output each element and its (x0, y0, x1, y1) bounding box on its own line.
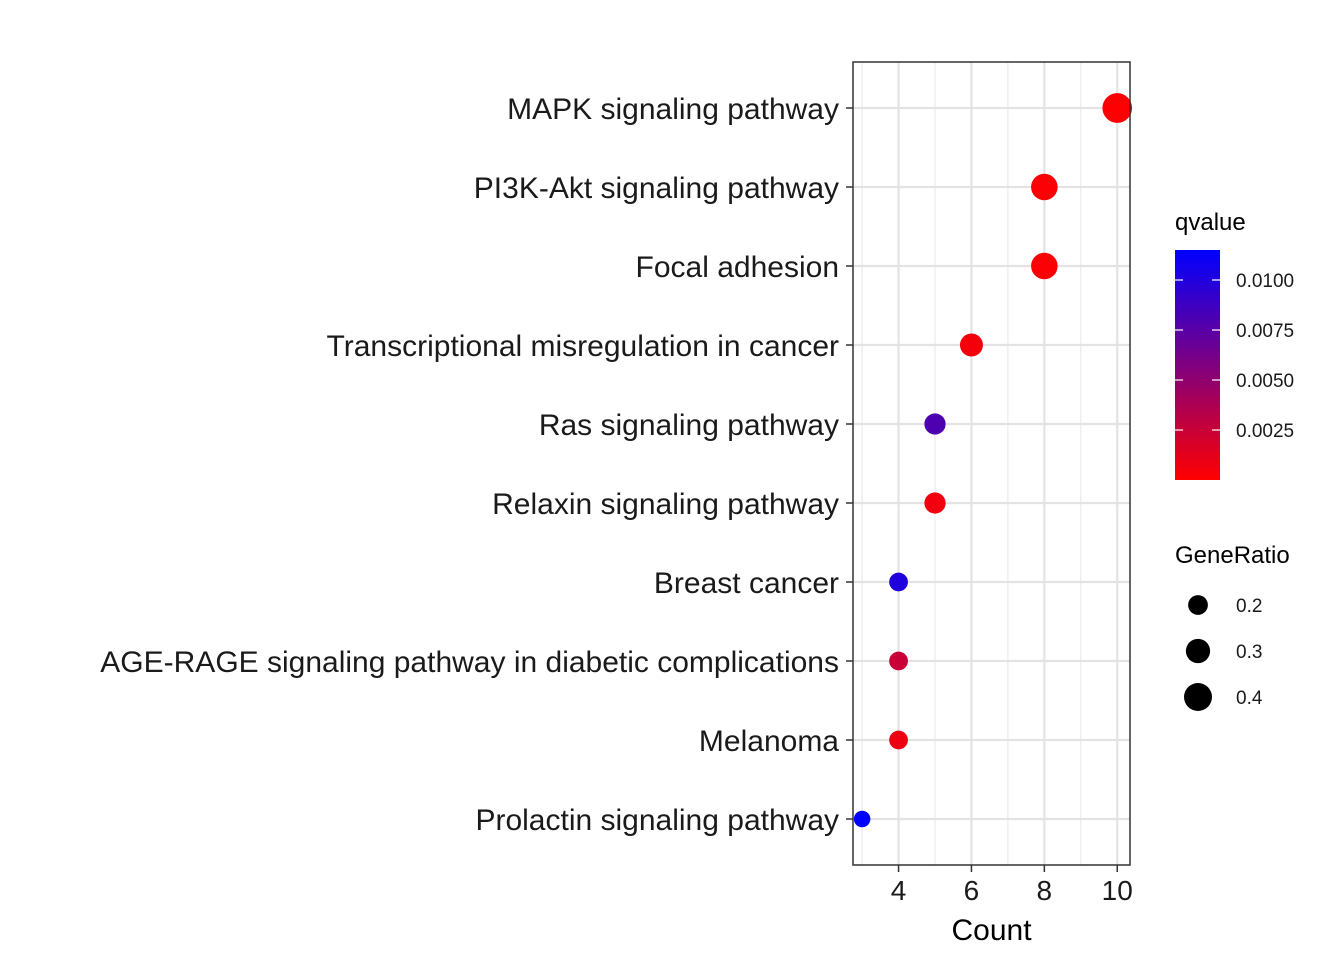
data-point (1031, 173, 1058, 201)
data-point (1102, 93, 1133, 123)
generatio-legend-label: 0.2 (1236, 596, 1262, 617)
generatio-legend-items: 0.2 0.3 0.4 (1184, 595, 1263, 711)
y-tick-label: Focal adhesion (636, 251, 839, 284)
x-axis-title: Count (951, 914, 1032, 947)
y-tick-label: Transcriptional misregulation in cancer (327, 330, 839, 363)
colorbar-tick-label: 0.0025 (1236, 421, 1294, 442)
data-point (853, 810, 871, 828)
grid-minor (861, 62, 1082, 865)
colorbar-tick-label: 0.0075 (1236, 321, 1294, 342)
generatio-legend: GeneRatio 0.2 0.3 0.4 (1175, 542, 1290, 711)
y-tick-label: Breast cancer (654, 567, 839, 600)
y-tick-label: AGE-RAGE signaling pathway in diabetic c… (100, 646, 839, 679)
colorbar-tick-label: 0.0050 (1236, 371, 1294, 392)
x-tick-label: 10 (1102, 875, 1133, 906)
generatio-legend-circle (1184, 683, 1212, 711)
y-tick-label: MAPK signaling pathway (507, 93, 839, 126)
y-axis: MAPK signaling pathway PI3K-Akt signaling… (100, 93, 853, 837)
qvalue-colorbar (1175, 250, 1220, 480)
data-point (889, 651, 908, 671)
qvalue-colorbar-ticks: 0.0100 0.0075 0.0050 0.0025 (1175, 271, 1294, 442)
data-point (959, 333, 983, 357)
x-axis: 4 6 8 10 (891, 865, 1133, 906)
generatio-legend-label: 0.4 (1236, 688, 1263, 709)
grid-major (853, 62, 1130, 865)
data-point (889, 730, 908, 750)
qvalue-legend: qvalue 0.0100 0.0075 0.0050 0.0025 (1175, 209, 1294, 480)
x-tick-label: 6 (964, 875, 980, 906)
data-point (1031, 252, 1058, 280)
data-point (924, 413, 946, 435)
y-tick-label: Prolactin signaling pathway (475, 804, 839, 837)
y-tick-label: Melanoma (699, 725, 839, 758)
x-tick-label: 4 (891, 875, 907, 906)
y-tick-label: Relaxin signaling pathway (492, 488, 839, 521)
x-tick-label: 8 (1037, 875, 1053, 906)
colorbar-tick-label: 0.0100 (1236, 271, 1294, 292)
data-points (853, 93, 1133, 828)
data-point (924, 492, 946, 514)
y-tick-label: Ras signaling pathway (539, 409, 839, 442)
qvalue-legend-title: qvalue (1175, 209, 1246, 236)
plot-panel-border (852, 61, 1131, 866)
generatio-legend-title: GeneRatio (1175, 542, 1290, 569)
generatio-legend-circle (1185, 638, 1211, 664)
y-tick-label: PI3K-Akt signaling pathway (474, 172, 839, 205)
generatio-legend-circle (1188, 595, 1208, 615)
generatio-legend-label: 0.3 (1236, 642, 1262, 663)
data-point (889, 572, 908, 592)
